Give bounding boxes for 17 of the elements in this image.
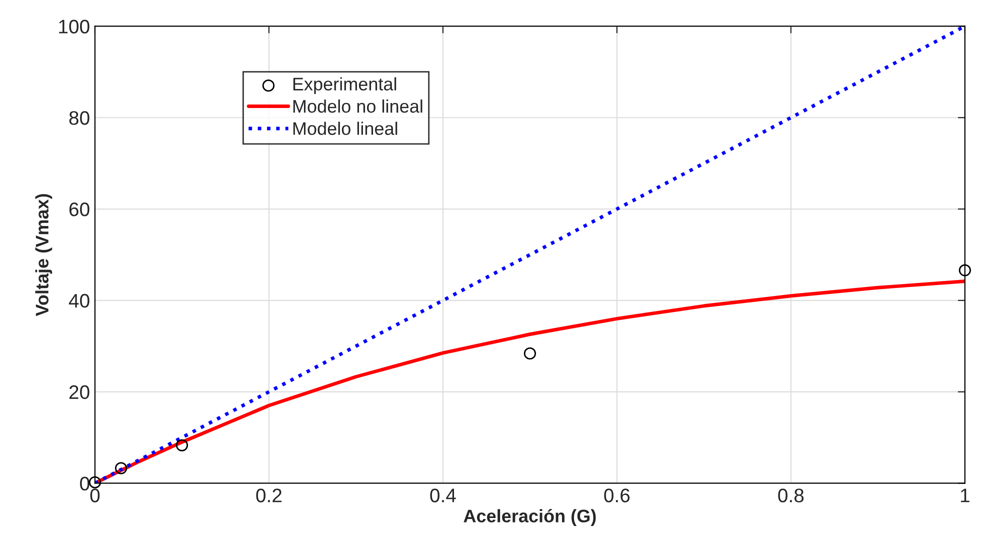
y-tick-label: 80 [69,111,90,125]
x-tick-label: 0.2 [256,488,282,502]
y-tick-label: 0 [80,476,90,490]
x-tick-label: 0 [90,488,100,502]
y-tick-label: 60 [69,202,90,216]
y-tick-label: 40 [68,294,90,308]
legend-label: Modelo no lineal [293,99,422,113]
x-tick-label: 0.8 [778,488,804,502]
y-tick-label: 20 [69,385,90,400]
x-axis-title: Aceleración (G) [464,508,596,526]
y-axis-title: Voltaje (Vmax) [35,194,52,316]
x-tick-label: 1 [960,488,970,502]
legend-label: Modelo lineal [293,122,398,135]
x-tick-label: 0.4 [430,488,456,502]
y-tick-label: 100 [59,20,90,34]
x-tick-label: 0.6 [604,488,630,502]
legend-label: Experimental [293,77,396,94]
